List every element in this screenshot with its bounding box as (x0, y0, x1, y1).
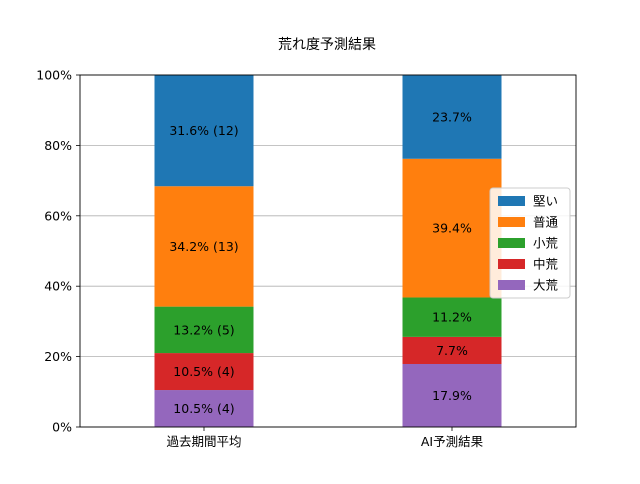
legend-box (489, 187, 571, 299)
bar-segment-label: 13.2% (5) (173, 322, 234, 337)
bar-segment-label: 39.4% (432, 221, 472, 236)
bar-segment (154, 75, 254, 187)
legend-label: 中荒 (533, 257, 558, 272)
bar-segment-label: 10.5% (4) (173, 401, 234, 416)
legend-label: 堅い (533, 194, 558, 209)
y-tick-label: 20% (44, 349, 72, 364)
legend-label: 普通 (533, 215, 559, 230)
bar-segment (402, 363, 502, 427)
bar-segment (154, 390, 254, 427)
legend-swatch (498, 217, 525, 227)
legend-label: 小荒 (533, 236, 558, 251)
bars-layer: 10.5% (4) 10.5% (4) 13.2% (5) 34.2% (13) 31.… (154, 75, 502, 427)
bar-segment (402, 336, 502, 364)
legend-swatch (498, 196, 525, 206)
legend-swatch (498, 259, 525, 269)
bar-segment-label: 31.6% (12) (169, 123, 238, 138)
chart-title: 荒れ度予測結果 (278, 37, 376, 53)
bar-segment-label: 10.5% (4) (173, 364, 234, 379)
bar-segment (154, 186, 254, 307)
y-tick-label: 60% (44, 208, 72, 223)
legend-label: 大荒 (533, 278, 558, 293)
bar-segment-label: 23.7% (432, 110, 472, 125)
x-tick-label: 過去期間平均 (166, 434, 241, 449)
bar-segment-label: 17.9% (432, 388, 472, 403)
bar-segment (154, 306, 254, 354)
bar-segment (402, 158, 502, 298)
y-tick-label: 100% (36, 68, 72, 83)
bar-segment (402, 297, 502, 337)
x-tick-label: AI予測結果 (421, 434, 484, 449)
legend-swatch (498, 238, 525, 248)
bar-segment (402, 75, 502, 159)
bar-segment-label: 11.2% (432, 310, 472, 325)
bar-segment-label: 7.7% (436, 343, 468, 358)
legend-swatch (498, 280, 525, 290)
bar-segment-label: 34.2% (13) (169, 239, 238, 254)
y-tick-label: 40% (44, 279, 72, 294)
axes-layer: 0% 20% 40% 60% 80% 100% 過去期間平均 AI予測結果 (36, 68, 577, 449)
bar-segment (154, 353, 254, 391)
y-tick-label: 0% (52, 420, 72, 435)
y-tick-label: 80% (44, 138, 72, 153)
plot-frame (79, 74, 577, 428)
